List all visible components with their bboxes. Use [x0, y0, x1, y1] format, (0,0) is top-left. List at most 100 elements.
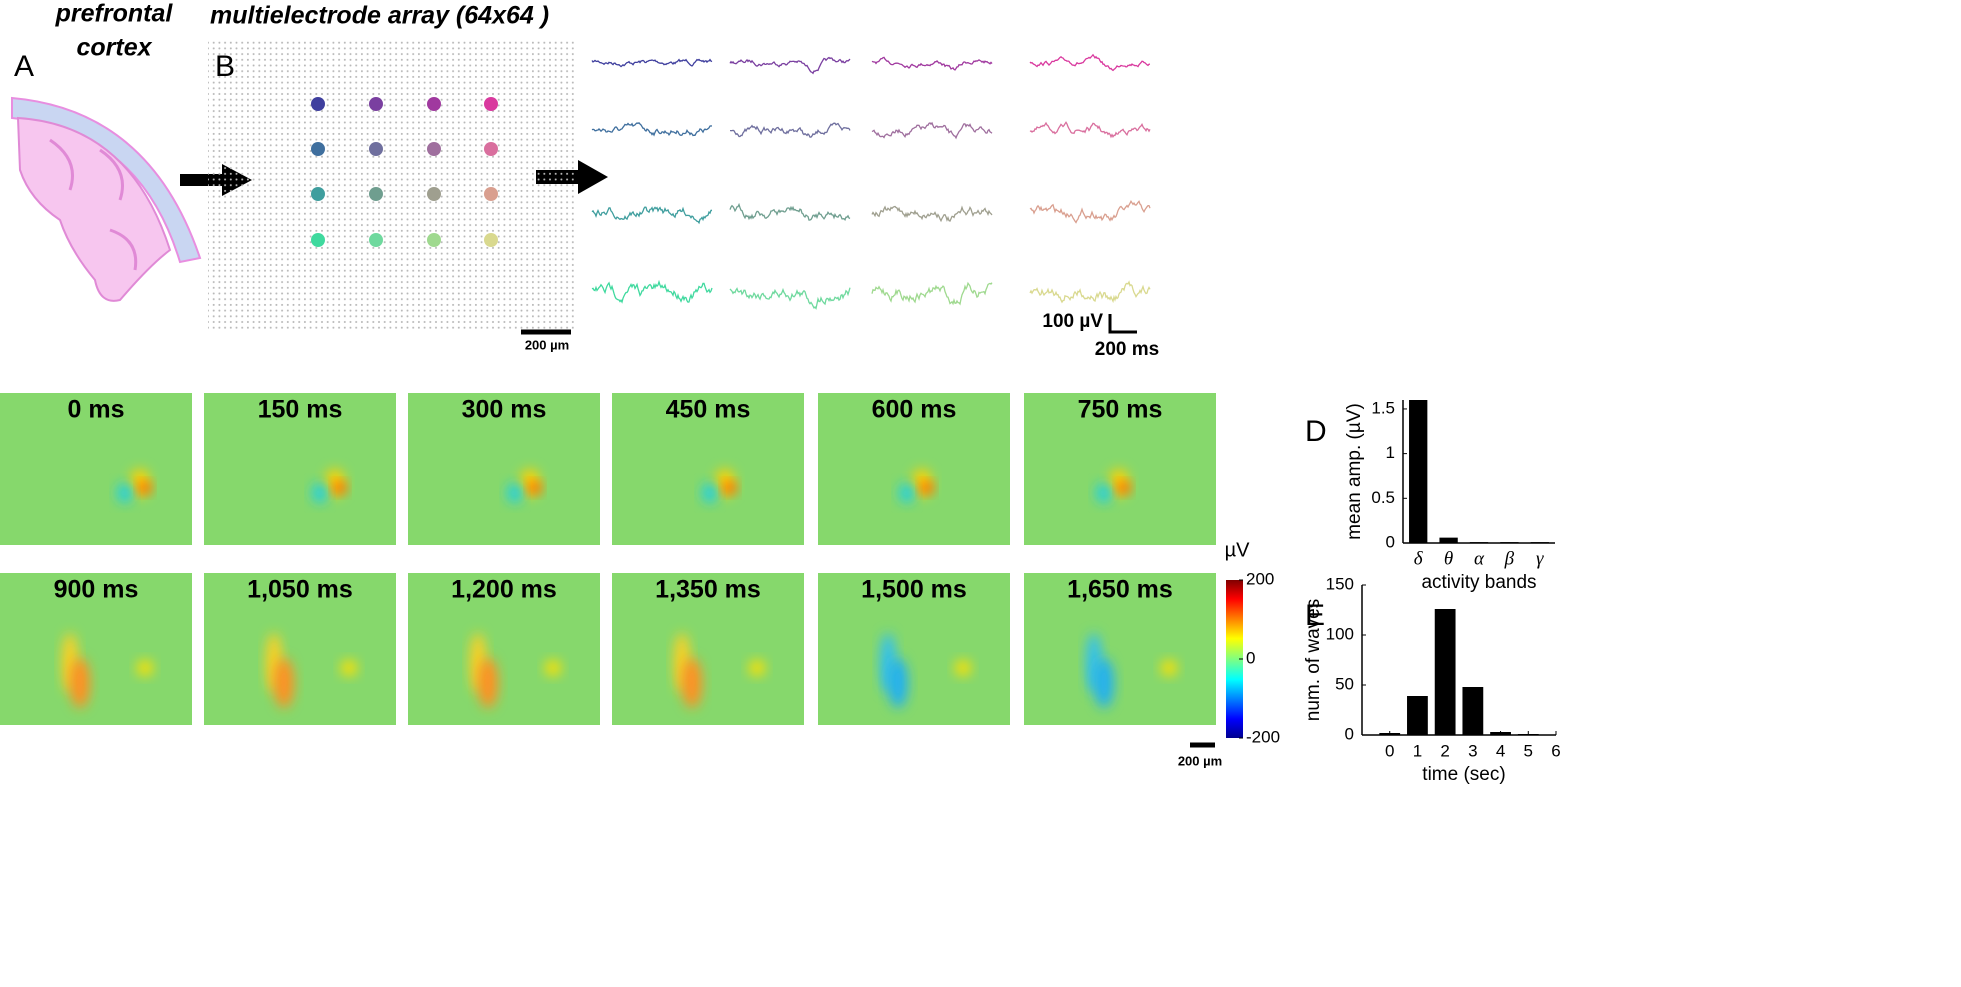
activity-blob	[724, 482, 736, 494]
frame-label: 900 ms	[54, 576, 139, 604]
scale-x-label: 200 ms	[1095, 339, 1159, 360]
frame-label: 1,500 ms	[861, 576, 967, 604]
panel-a-title: prefrontal	[55, 0, 174, 28]
x-tick-label: 5	[1524, 741, 1533, 760]
trace	[591, 58, 713, 68]
x-tick-label: δ	[1414, 548, 1424, 569]
trace	[1029, 200, 1151, 224]
heatmap: 1,200 ms	[408, 573, 600, 725]
heatmap-body	[1024, 573, 1216, 725]
electrode	[427, 233, 441, 247]
colorbar-tick-label: -200	[1246, 727, 1280, 746]
y-tick-label: 50	[1335, 674, 1354, 693]
x-axis-label: time (sec)	[1422, 764, 1505, 785]
scale-bar-label: 200 µm	[1178, 753, 1222, 768]
electrode	[369, 97, 383, 111]
heatmap-bg	[408, 393, 600, 545]
frame-label: 0 ms	[68, 396, 125, 424]
x-tick-label: θ	[1444, 548, 1453, 569]
activity-blob	[478, 658, 498, 708]
heatmap: 1,350 ms	[612, 573, 804, 725]
heatmap-bg	[204, 393, 396, 545]
x-tick-label: 0	[1385, 741, 1394, 760]
activity-blob	[70, 658, 90, 708]
bar	[1469, 542, 1489, 543]
trace	[1029, 280, 1151, 304]
heatmap-bg	[612, 393, 804, 545]
heatmap: 1,650 ms	[1024, 573, 1216, 725]
panel-label: E	[1305, 599, 1325, 632]
bar	[1379, 733, 1401, 735]
heatmap-body	[818, 393, 1010, 545]
trace	[871, 205, 993, 223]
activity-blob	[545, 660, 561, 676]
activity-blob	[334, 482, 346, 494]
trace	[729, 202, 851, 222]
electrode	[311, 187, 325, 201]
trace	[871, 281, 993, 306]
panel-label: D	[1305, 415, 1327, 448]
trace	[1029, 53, 1151, 72]
trace-scale-bar	[1108, 314, 1137, 334]
frame-label: 1,650 ms	[1067, 576, 1173, 604]
electrode	[311, 233, 325, 247]
frame-label: 750 ms	[1078, 396, 1163, 424]
activity-blob	[1096, 483, 1112, 503]
activity-blob	[274, 658, 294, 708]
heatmap-body	[612, 393, 804, 545]
activity-blob	[702, 483, 718, 503]
trace	[871, 121, 993, 140]
x-tick-label: γ	[1536, 548, 1544, 569]
colorbar-tick-label: 0	[1246, 648, 1255, 667]
trace	[729, 56, 851, 75]
bar	[1462, 687, 1484, 735]
frame-label: 300 ms	[462, 396, 547, 424]
heatmap: 1,500 ms	[818, 573, 1010, 725]
colorbar-tick-label: 200	[1246, 569, 1274, 588]
frame-label: 1,350 ms	[655, 576, 761, 604]
y-axis-label: mean amp. (µV)	[1344, 403, 1365, 540]
panel-label: A	[14, 50, 34, 83]
heatmap-body	[0, 573, 192, 725]
electrode	[427, 187, 441, 201]
bar	[1407, 696, 1428, 735]
activity-blob	[137, 660, 153, 676]
heatmap: 900 ms	[0, 573, 192, 725]
electrode	[369, 233, 383, 247]
trace	[871, 56, 993, 71]
activity-blob	[341, 660, 357, 676]
activity-blob	[1161, 660, 1177, 676]
brain-drawing	[11, 96, 202, 302]
heatmap: 1,050 ms	[204, 573, 396, 725]
panel-a-title: cortex	[76, 34, 152, 62]
heatmap: 750 ms	[1024, 393, 1216, 545]
frame-label: 1,200 ms	[451, 576, 557, 604]
trace	[591, 279, 713, 304]
electrode	[427, 97, 441, 111]
y-axis-label: num. of waves	[1303, 599, 1324, 722]
bar	[1530, 542, 1549, 543]
heatmap-bg	[0, 573, 192, 725]
trace	[591, 206, 713, 225]
heatmap-bg	[1024, 573, 1216, 725]
y-tick-label: 0.5	[1371, 488, 1395, 507]
frame-label: 150 ms	[258, 396, 343, 424]
electrode-grid	[208, 38, 576, 329]
trace	[730, 122, 851, 138]
bar	[1434, 609, 1456, 735]
activity-blob	[1094, 658, 1114, 708]
heatmap-bg	[1024, 393, 1216, 545]
heatmap-bg	[408, 573, 600, 725]
x-tick-label: 1	[1413, 741, 1422, 760]
y-tick-label: 100	[1326, 624, 1354, 643]
electrode	[484, 187, 498, 201]
electrode	[427, 142, 441, 156]
electrode	[311, 142, 325, 156]
activity-blob	[749, 660, 765, 676]
trace	[1029, 121, 1151, 139]
electrode	[484, 233, 498, 247]
scale-bar-label: 200 µm	[525, 337, 569, 352]
heatmap-body	[612, 573, 804, 725]
activity-blob	[1118, 482, 1130, 494]
